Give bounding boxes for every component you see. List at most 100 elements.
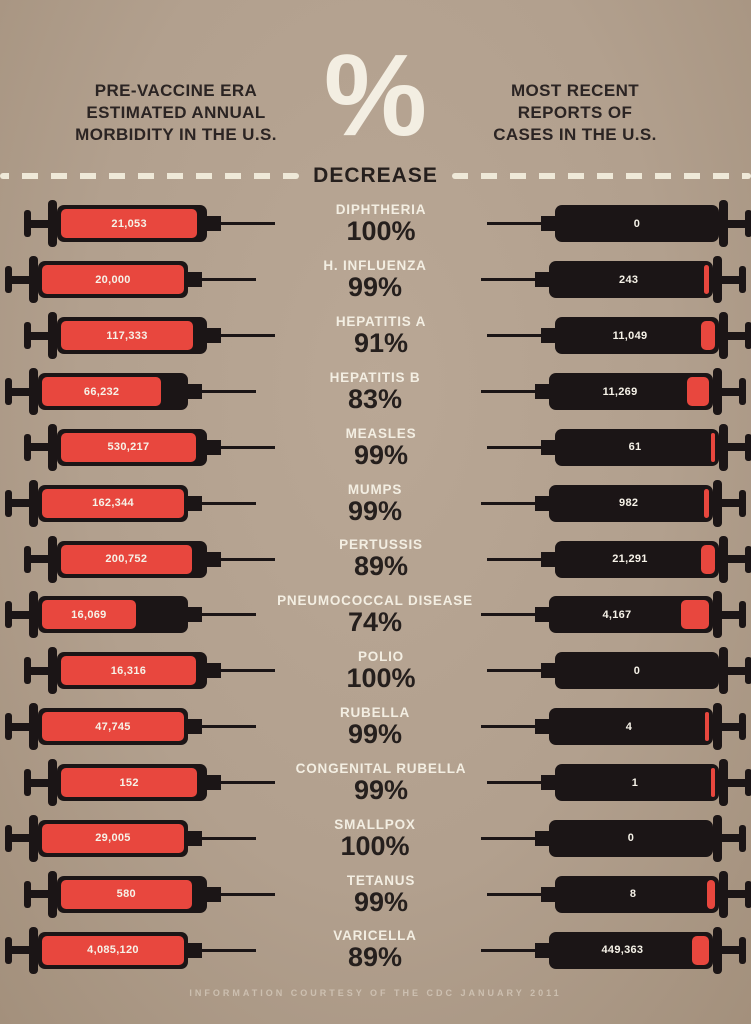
pre-vaccine-barrel: 530,217 <box>57 428 207 466</box>
decrease-percent: 99% <box>347 272 403 303</box>
barrel-flange-icon <box>719 759 728 807</box>
syringe-nozzle-icon <box>541 216 555 232</box>
syringe-nozzle-icon <box>541 886 555 902</box>
plunger-cap-icon <box>745 880 751 908</box>
syringe-needle-icon <box>202 948 256 952</box>
right-title-line: CASES IN THE U.S. <box>493 124 657 144</box>
pre-vaccine-barrel: 16,069 <box>38 596 188 634</box>
syringe-nozzle-icon <box>188 495 202 511</box>
recent-syringe-icon: 1 <box>487 759 751 807</box>
pre-vaccine-value: 29,005 <box>95 832 131 845</box>
plunger-shaft-icon <box>31 219 48 228</box>
syringe-needle-icon <box>481 836 535 840</box>
recent-fill <box>711 432 715 462</box>
pre-vaccine-syringe-icon: 152 <box>24 759 275 807</box>
recent-syringe-icon: 11,049 <box>487 312 751 360</box>
pre-vaccine-barrel: 20,000 <box>38 261 188 299</box>
recent-value: 1 <box>631 776 639 789</box>
pre-vaccine-barrel: 580 <box>57 875 207 913</box>
syringe-nozzle-icon <box>535 830 549 846</box>
decrease-percent: 99% <box>353 886 409 917</box>
recent-barrel: 8 <box>555 875 719 913</box>
recent-barrel: 4 <box>549 708 713 746</box>
pre-vaccine-cell: 16,316 <box>0 647 275 695</box>
plunger-shaft-icon <box>722 610 739 619</box>
recent-barrel-space: 4 <box>553 712 705 741</box>
decrease-percent: 100% <box>340 830 410 861</box>
decrease-percent: 100% <box>346 663 416 694</box>
syringe-nozzle-icon <box>535 384 549 399</box>
row-center: HEPATITIS A 91% <box>275 314 487 357</box>
recent-value: 4,167 <box>602 608 632 621</box>
syringe-nozzle-icon <box>535 719 549 735</box>
syringe-needle-icon <box>202 836 256 840</box>
recent-syringe-icon: 4 <box>481 703 746 751</box>
pre-vaccine-syringe-icon: 580 <box>24 870 275 918</box>
pre-vaccine-syringe-icon: 21,053 <box>24 200 275 248</box>
recent-syringe-icon: 0 <box>487 647 751 695</box>
syringe-nozzle-icon <box>207 886 221 902</box>
pre-vaccine-syringe-icon: 66,232 <box>5 368 256 415</box>
decrease-percent: 100% <box>346 216 416 247</box>
recent-value: 11,049 <box>612 329 648 342</box>
divider-dash-left <box>0 173 300 179</box>
recent-barrel-space: 61 <box>559 433 711 462</box>
pre-vaccine-cell: 66,232 <box>0 368 269 415</box>
pre-vaccine-fill: 16,316 <box>61 656 196 686</box>
recent-syringe-icon: 449,363 <box>481 926 746 974</box>
syringe-nozzle-icon <box>541 663 555 679</box>
pre-vaccine-syringe-icon: 4,085,120 <box>5 926 256 974</box>
row-center: TETANUS 99% <box>275 873 487 916</box>
pre-vaccine-cell: 29,005 <box>0 814 269 862</box>
barrel-flange-icon <box>713 926 722 974</box>
row-center: RUBELLA 99% <box>269 705 481 748</box>
row-center: DIPHTHERIA 100% <box>275 202 487 245</box>
pre-vaccine-value: 16,316 <box>110 664 147 677</box>
disease-label: H. INFLUENZA <box>323 258 427 274</box>
plunger-cap-icon <box>745 210 751 238</box>
recent-cases-cell: 1 <box>487 759 751 807</box>
plunger-shaft-icon <box>31 555 48 564</box>
plunger-cap-icon <box>5 824 12 852</box>
plunger-cap-icon <box>24 322 31 350</box>
recent-barrel-space: 0 <box>553 824 709 853</box>
recent-fill <box>704 488 709 518</box>
syringe-nozzle-icon <box>541 439 555 455</box>
plunger-cap-icon <box>24 657 31 685</box>
row-center: H. INFLUENZA 99% <box>269 258 481 301</box>
recent-barrel: 982 <box>549 484 713 522</box>
plunger-shaft-icon <box>31 778 48 787</box>
pre-vaccine-barrel: 162,344 <box>38 484 188 522</box>
disease-row: 200,752 PERTUSSIS 89% 21,291 <box>0 531 751 587</box>
syringe-needle-icon <box>221 781 275 785</box>
barrel-flange-icon <box>719 423 728 471</box>
row-center: CONGENITAL RUBELLA 99% <box>275 761 487 804</box>
syringe-needle-icon <box>221 557 275 561</box>
decrease-percent: 91% <box>353 327 409 358</box>
plunger-shaft-icon <box>12 834 29 843</box>
pre-vaccine-fill: 162,344 <box>42 488 184 518</box>
pre-vaccine-fill: 580 <box>61 879 192 909</box>
recent-syringe-icon: 243 <box>481 256 746 304</box>
syringe-nozzle-icon <box>535 495 549 511</box>
pre-vaccine-fill: 29,005 <box>42 823 184 853</box>
plunger-cap-icon <box>5 601 12 629</box>
disease-label: MEASLES <box>345 425 417 441</box>
recent-barrel: 243 <box>549 261 713 299</box>
syringe-needle-icon <box>202 278 256 282</box>
barrel-flange-icon <box>48 870 57 918</box>
pre-vaccine-cell: 580 <box>0 870 275 918</box>
barrel-flange-icon <box>719 647 728 695</box>
syringe-needle-icon <box>221 892 275 896</box>
disease-row: 580 TETANUS 99% 8 <box>0 866 751 922</box>
syringe-needle-icon <box>487 445 541 449</box>
plunger-shaft-icon <box>12 946 29 955</box>
plunger-cap-icon <box>5 936 12 964</box>
barrel-flange-icon <box>719 312 728 360</box>
pre-vaccine-cell: 200,752 <box>0 535 275 583</box>
recent-syringe-icon: 11,269 <box>481 368 746 415</box>
recent-syringe-icon: 21,291 <box>487 535 751 583</box>
row-center: PNEUMOCOCCAL DISEASE 74% <box>269 593 481 636</box>
disease-row: 162,344 MUMPS 99% 982 <box>0 475 751 531</box>
